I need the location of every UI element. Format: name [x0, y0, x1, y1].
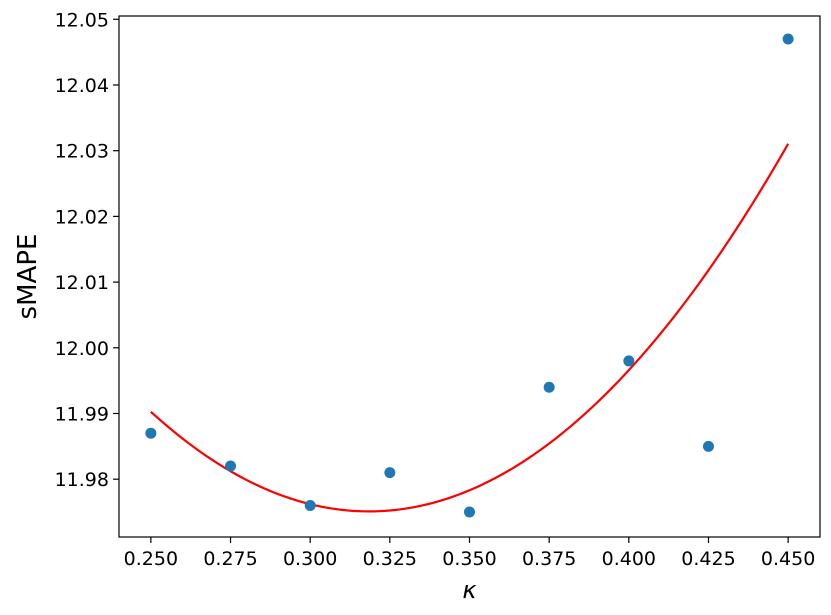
y-tick-label: 12.04 — [55, 75, 109, 97]
data-point — [145, 427, 157, 439]
data-point — [464, 506, 475, 518]
x-tick-label: 0.325 — [363, 548, 417, 570]
plot-frame — [118, 15, 821, 538]
data-point — [225, 460, 237, 472]
data-point — [304, 499, 316, 511]
y-tick-label: 12.01 — [55, 272, 109, 294]
x-tick-label: 0.375 — [522, 548, 576, 570]
y-tick-label: 12.02 — [55, 206, 109, 228]
data-point — [782, 33, 794, 45]
x-tick-label: 0.425 — [681, 548, 735, 570]
y-tick-label: 12.03 — [55, 141, 109, 163]
x-tick-label: 0.350 — [442, 548, 496, 570]
y-axis-label: sMAPE — [13, 234, 43, 320]
data-point — [702, 440, 714, 452]
x-tick-label: 0.450 — [761, 548, 815, 570]
x-axis-label: κ — [462, 576, 477, 604]
y-tick-label: 12.05 — [55, 9, 109, 31]
data-point — [543, 381, 555, 393]
y-tick-label: 11.98 — [55, 469, 109, 491]
data-point — [623, 355, 635, 367]
data-point — [384, 467, 396, 479]
y-tick-label: 11.99 — [55, 403, 109, 425]
y-tick-label: 12.00 — [55, 338, 109, 360]
x-tick-label: 0.250 — [124, 548, 178, 570]
fitted-curve — [150, 143, 790, 513]
x-tick-label: 0.300 — [283, 548, 337, 570]
x-tick-label: 0.275 — [203, 548, 257, 570]
x-tick-label: 0.400 — [602, 548, 656, 570]
